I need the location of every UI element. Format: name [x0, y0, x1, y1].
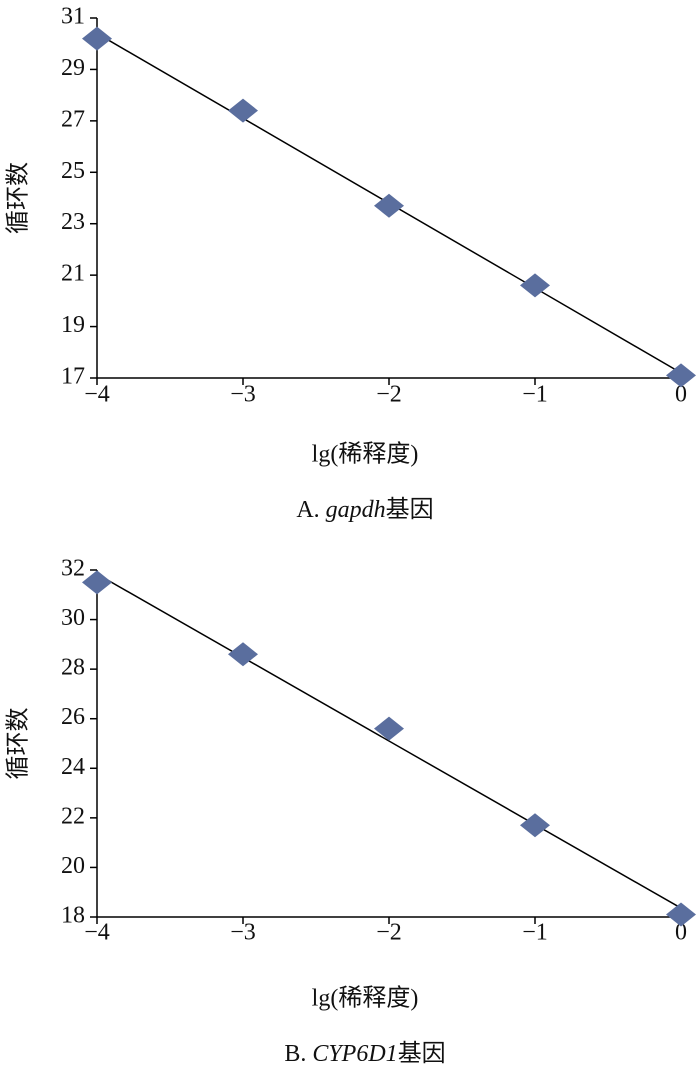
y-tick-label: 21 [61, 261, 85, 287]
x-tick-label: −1 [522, 382, 548, 408]
y-tick-label: 17 [61, 364, 85, 390]
y-tick-label: 29 [61, 55, 85, 81]
x-tick-label: 0 [675, 382, 687, 408]
data-point [374, 193, 404, 218]
trend-line [96, 573, 682, 909]
caption-part: 基因 [398, 1040, 446, 1067]
data-point [666, 902, 696, 927]
x-tick-label: −4 [84, 920, 110, 946]
y-tick-label: 28 [61, 655, 85, 681]
data-point [228, 642, 258, 667]
y-tick-label: 26 [61, 704, 85, 730]
x-tick-label: −3 [230, 920, 256, 946]
data-point [374, 716, 404, 741]
y-tick-label: 18 [61, 903, 85, 929]
y-axis-title: 循环数 [5, 162, 32, 234]
data-point [228, 98, 258, 123]
data-point [82, 26, 112, 51]
data-point [520, 813, 550, 838]
caption-part: CYP6D1 [312, 1041, 397, 1067]
y-tick-label: 32 [61, 556, 85, 582]
y-tick-label: 25 [61, 158, 85, 184]
x-tick-label: 0 [675, 920, 687, 946]
y-tick-label: 19 [61, 312, 85, 338]
data-point [520, 273, 550, 298]
caption: B. CYP6D1基因 [284, 1040, 445, 1067]
y-tick-label: 22 [61, 803, 85, 829]
x-tick-label: −4 [84, 382, 110, 408]
y-tick-label: 27 [61, 106, 85, 132]
x-axis-title: lg(稀释度) [312, 985, 419, 1012]
x-tick-label: −2 [376, 382, 402, 408]
y-tick-label: 30 [61, 605, 85, 631]
x-tick-label: −3 [230, 382, 256, 408]
caption-part: 基因 [386, 496, 434, 523]
y-tick-label: 31 [61, 4, 85, 30]
y-tick-label: 24 [61, 754, 85, 780]
y-tick-label: 20 [61, 853, 85, 879]
data-point [666, 363, 696, 388]
y-axis-title: 循环数 [5, 708, 32, 780]
caption-part: B. [284, 1041, 312, 1067]
x-tick-label: −2 [376, 920, 402, 946]
caption-part: gapdh [326, 497, 386, 523]
x-tick-label: −1 [522, 920, 548, 946]
caption: A. gapdh基因 [296, 496, 433, 523]
data-point [82, 570, 112, 595]
y-tick-label: 23 [61, 209, 85, 235]
caption-part: A. [296, 497, 325, 523]
x-axis-title: lg(稀释度) [312, 441, 419, 468]
